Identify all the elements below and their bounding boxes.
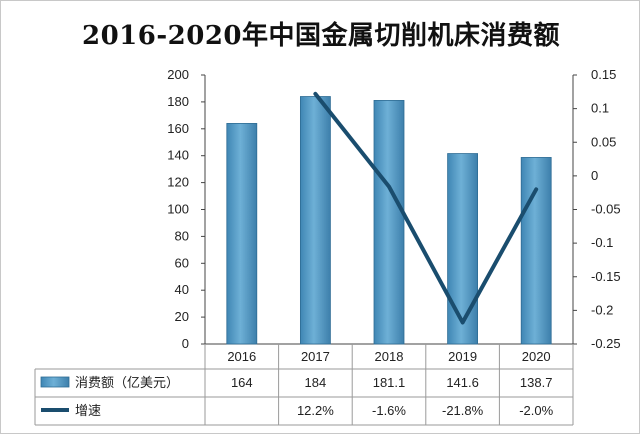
left-tick-label: 160 [167,121,189,136]
left-tick-label: 80 [175,228,189,243]
legend-swatch-consumption [40,376,70,388]
growth-point [534,187,538,191]
right-tick-label: -0.25 [591,336,621,351]
chart-title: 2016-2020年中国金属切削机床消费额 [81,21,561,51]
data-label-consumption: 181.1 [373,375,406,390]
left-tick-label: 140 [167,148,189,163]
bar [226,123,258,345]
x-tick-label: 2020 [522,349,551,364]
data-label-consumption: 164 [231,375,253,390]
bar [520,157,552,345]
x-tick-label: 2018 [375,349,404,364]
data-label-growth: -2.0% [519,403,553,418]
left-tick-label: 100 [167,202,189,217]
left-tick-label: 200 [167,67,189,82]
left-tick-label: 60 [175,255,189,270]
x-tick-label: 2017 [301,349,330,364]
right-tick-label: 0.15 [591,67,616,82]
right-tick-label: -0.2 [591,302,613,317]
bar [373,100,405,345]
right-tick-label: -0.05 [591,202,621,217]
growth-point [387,185,391,189]
left-tick-label: 120 [167,175,189,190]
data-label-consumption: 138.7 [520,375,553,390]
left-tick-label: 0 [182,336,189,351]
left-tick-label: 40 [175,282,189,297]
bar [299,96,331,345]
data-label-consumption: 184 [305,375,327,390]
left-tick-label: 20 [175,309,189,324]
x-tick-label: 2016 [227,349,256,364]
data-label-growth: 12.2% [297,403,334,418]
legend-label-consumption: 消费额（亿美元） [75,376,179,391]
data-label-consumption: 141.6 [446,375,479,390]
x-tick-label: 2019 [448,349,477,364]
data-label-growth: -1.6% [372,403,406,418]
right-tick-label: -0.1 [591,235,613,250]
growth-point [461,320,465,324]
growth-point [313,92,317,96]
right-tick-label: 0.1 [591,101,609,116]
bar [447,153,479,345]
right-tick-label: 0 [591,168,598,183]
legend-label-growth: 增速 [75,404,101,419]
right-tick-label: -0.15 [591,269,621,284]
right-tick-label: 0.05 [591,134,616,149]
left-tick-label: 180 [167,94,189,109]
growth-line [313,91,539,325]
data-label-growth: -21.8% [442,403,484,418]
